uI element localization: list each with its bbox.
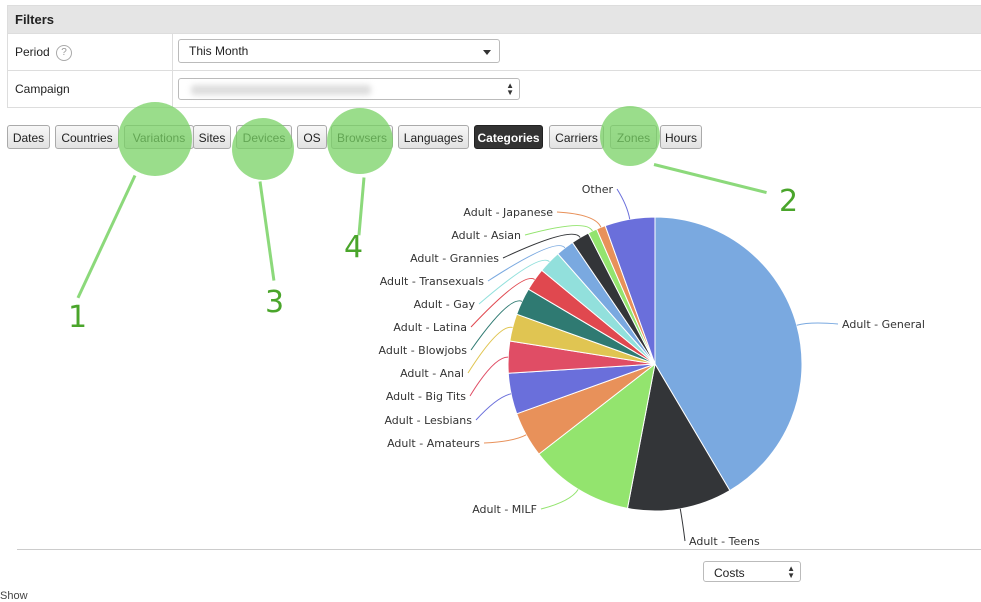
pie-connector	[475, 393, 512, 421]
annotation-number-3: 3	[265, 285, 285, 320]
pie-label: Adult - Gay	[414, 298, 476, 311]
pie-connector	[616, 188, 631, 220]
pie-label: Adult - Grannies	[410, 252, 499, 265]
footer-text: Show	[0, 590, 28, 602]
pie-connector	[796, 322, 839, 326]
pie-connector	[502, 233, 581, 259]
pie-label: Adult - General	[842, 318, 925, 331]
pie-label: Adult - Amateurs	[387, 437, 480, 450]
campaign-cell: ▲ ▼	[172, 71, 981, 107]
pie-label: Adult - Transexuals	[380, 275, 485, 288]
pie-connector	[487, 245, 566, 282]
annotation-number-1: 1	[68, 300, 88, 335]
pie-connector	[478, 259, 550, 305]
campaign-row: Campaign ▲ ▼	[8, 71, 981, 107]
pie-label: Adult - Asian	[451, 229, 521, 242]
tab-hours[interactable]: Hours	[660, 125, 702, 149]
period-label-wrap: Period ?	[15, 34, 73, 70]
pie-label: Adult - Japanese	[463, 206, 553, 219]
pie-connector	[524, 225, 593, 236]
period-row: Period ? This Month	[8, 34, 981, 71]
filters-title: Filters	[8, 6, 981, 34]
tab-dates[interactable]: Dates	[7, 125, 50, 149]
pie-label: Adult - MILF	[472, 503, 537, 516]
pie-connector	[470, 300, 523, 351]
pie-connector	[467, 326, 513, 374]
pie-label: Adult - Anal	[400, 367, 464, 380]
tab-languages[interactable]: Languages	[398, 125, 469, 149]
pie-connector	[483, 434, 527, 444]
chevron-down-icon	[483, 50, 491, 55]
pie-slice[interactable]	[538, 362, 656, 509]
annotation-number-4: 4	[344, 230, 364, 265]
pie-label: Adult - Big Tits	[386, 390, 466, 403]
pie-connector	[469, 356, 509, 397]
annotation-number-2: 2	[779, 184, 799, 219]
pie-slice[interactable]	[604, 216, 656, 365]
tab-os[interactable]: OS	[297, 125, 327, 149]
pie-slice[interactable]	[654, 216, 803, 492]
period-label: Period	[15, 45, 50, 59]
tab-categories[interactable]: Categories	[474, 125, 543, 149]
pie-slice[interactable]	[626, 362, 731, 512]
pie-connector	[540, 489, 579, 510]
pie-label: Adult - Teens	[689, 535, 760, 548]
tab-carriers[interactable]: Carriers	[549, 125, 604, 149]
tab-sites[interactable]: Sites	[193, 125, 231, 149]
pie-connector	[679, 508, 686, 542]
metric-select[interactable]: Costs ▲ ▼	[703, 561, 801, 582]
pie-label: Other	[582, 183, 614, 196]
period-select[interactable]: This Month	[178, 39, 500, 63]
period-select-value: This Month	[189, 44, 249, 58]
pie-label: Adult - Latina	[393, 321, 467, 334]
pie-label: Adult - Blowjobs	[379, 344, 468, 357]
up-down-icon: ▲ ▼	[506, 81, 514, 97]
tab-countries[interactable]: Countries	[55, 125, 119, 149]
campaign-blurred-value	[191, 85, 371, 95]
pie-connector	[556, 211, 602, 228]
pie-label: Adult - Lesbians	[384, 414, 472, 427]
up-down-icon: ▲ ▼	[787, 564, 795, 580]
metric-select-value: Costs	[714, 566, 745, 580]
pie-connector	[470, 278, 536, 328]
period-cell: This Month	[172, 34, 981, 70]
divider	[17, 549, 981, 550]
campaign-label: Campaign	[15, 82, 70, 96]
campaign-select[interactable]: ▲ ▼	[178, 78, 520, 100]
filters-panel: Filters Period ? This Month Campaign ▲ ▼	[7, 5, 981, 108]
help-icon[interactable]: ?	[56, 44, 73, 61]
